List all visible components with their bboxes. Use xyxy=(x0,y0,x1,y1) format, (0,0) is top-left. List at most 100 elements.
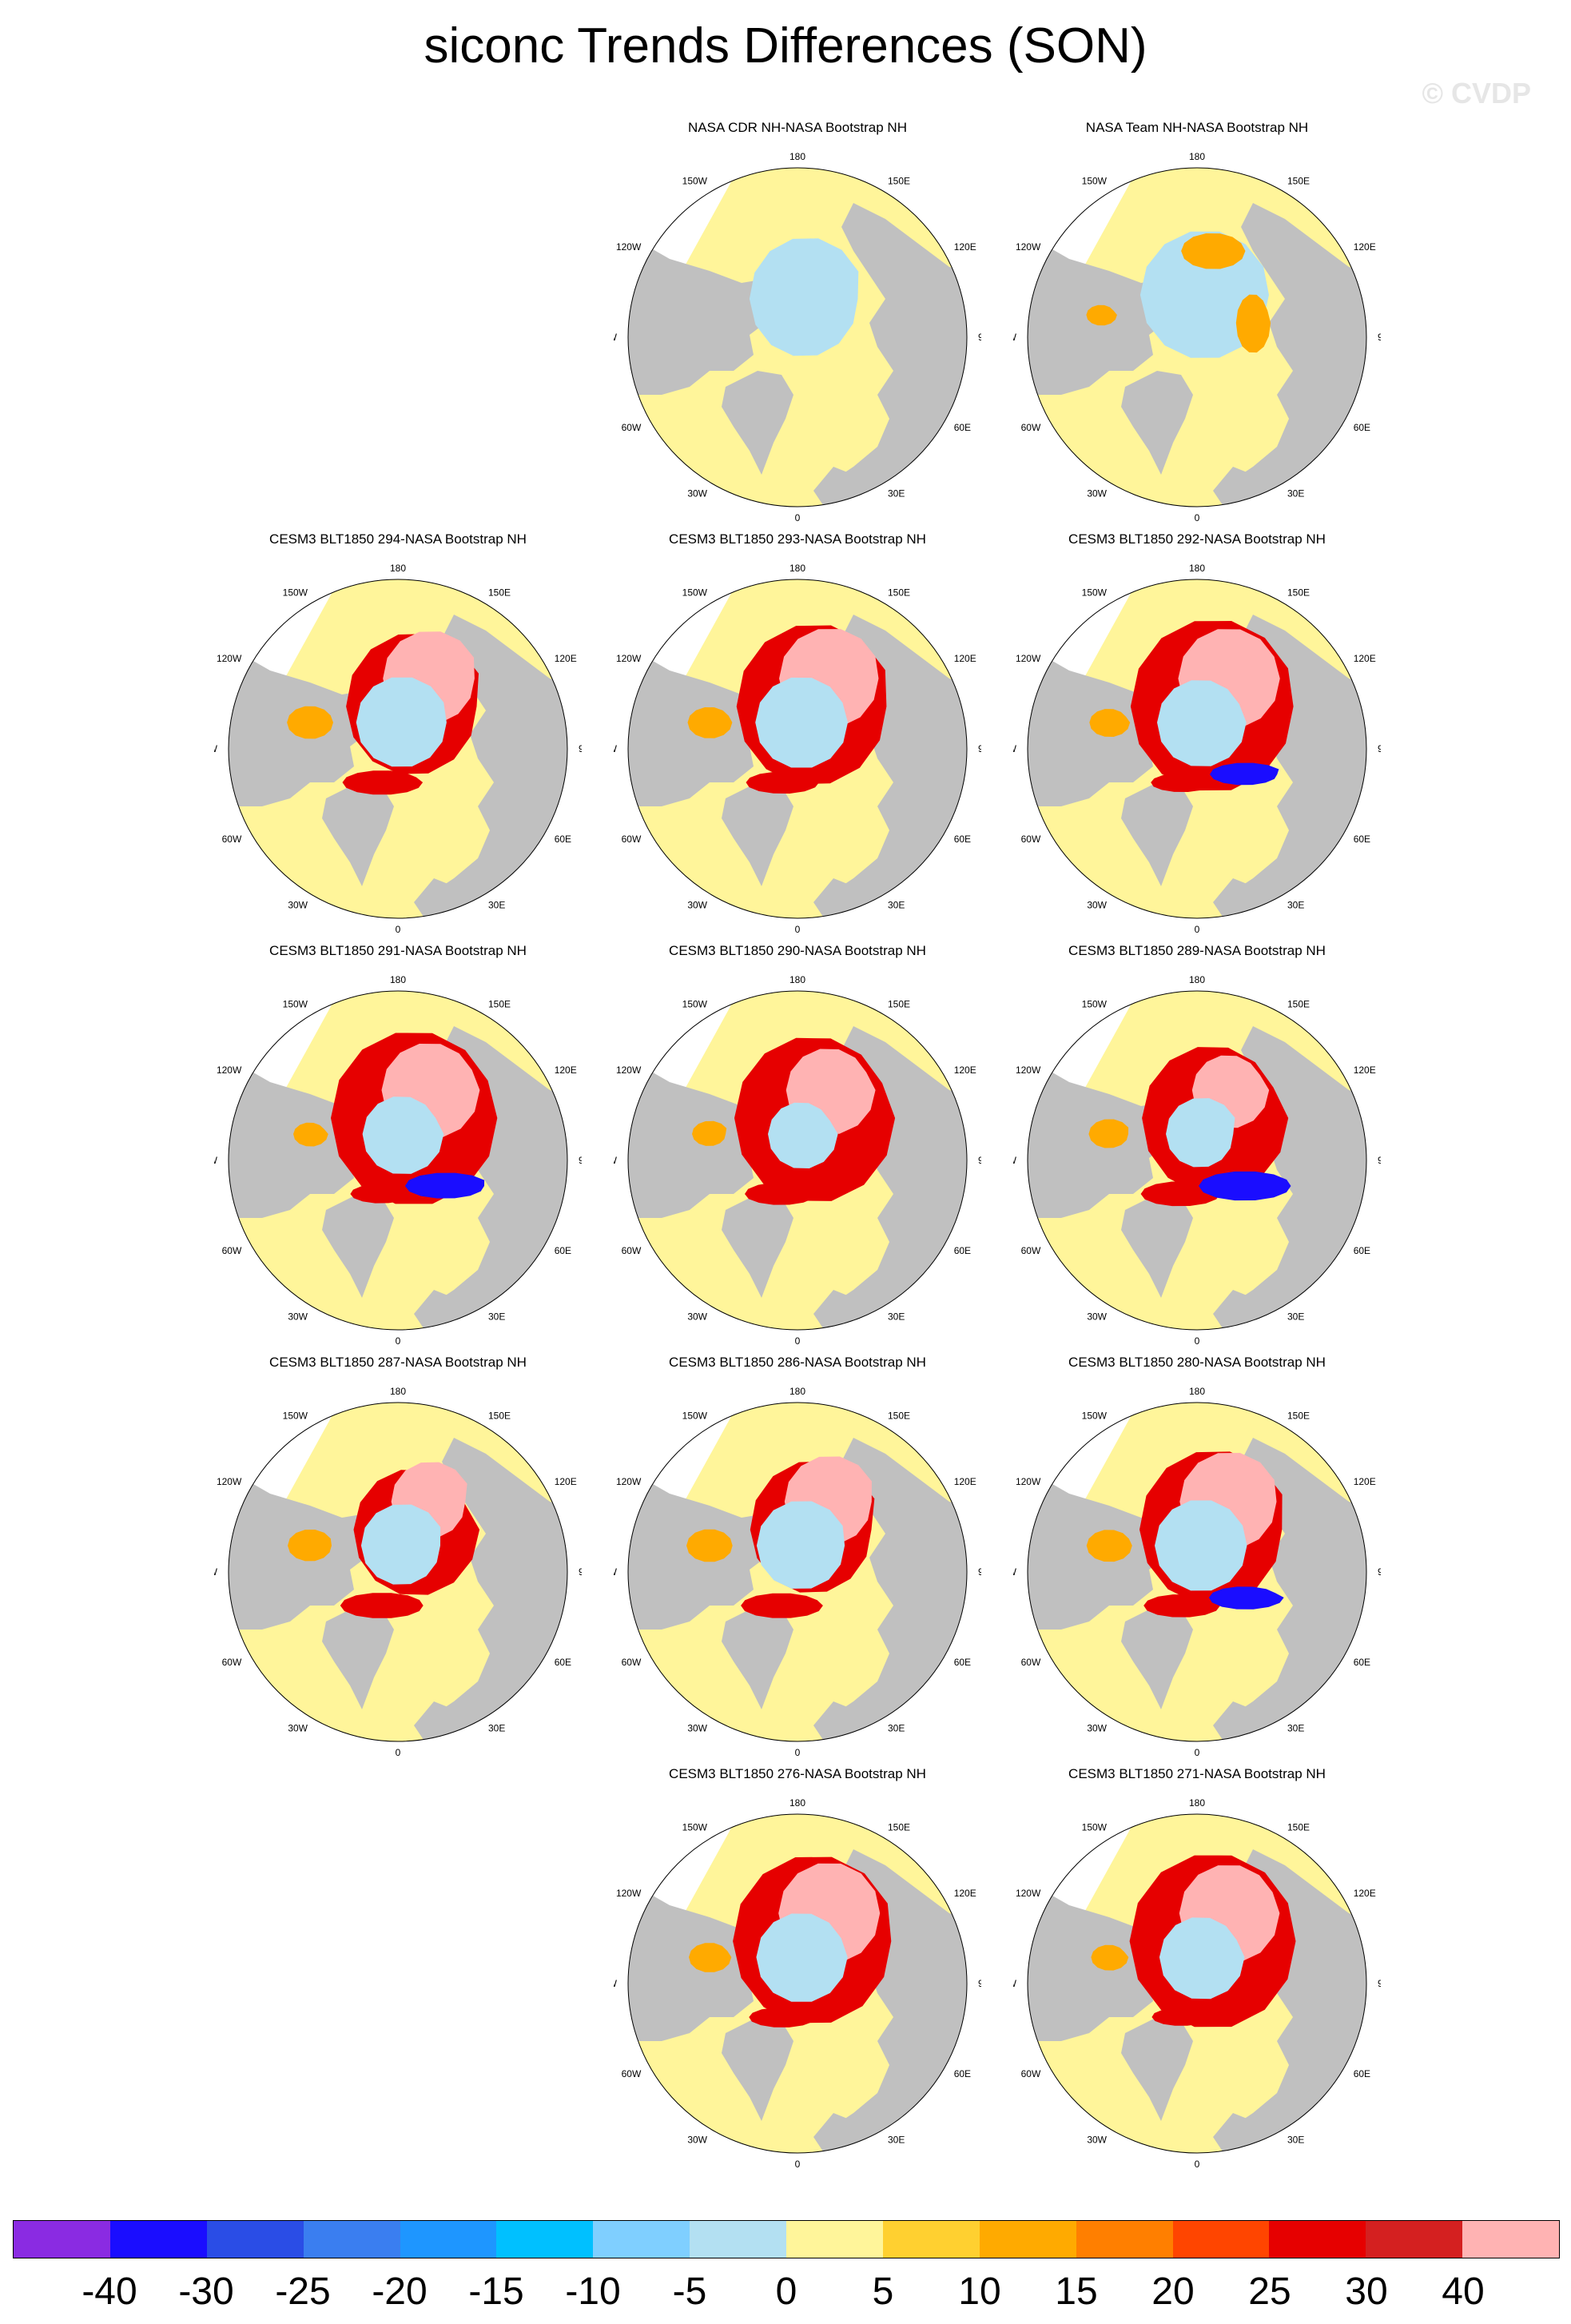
anomaly-region xyxy=(1091,1944,1129,1971)
lon-label: 90W xyxy=(214,743,218,754)
globe-outline xyxy=(1027,1813,1367,2154)
anomaly-region xyxy=(1089,709,1131,737)
lon-label: 120E xyxy=(954,1888,976,1899)
lon-label: 60W xyxy=(622,834,642,845)
colorbar-tick-label: -10 xyxy=(565,2270,621,2313)
anomaly-region xyxy=(749,2008,817,2028)
lon-label: 0 xyxy=(795,924,801,935)
lon-label: 60E xyxy=(954,2068,971,2079)
lon-label: 180 xyxy=(1189,563,1205,574)
lon-label: 60W xyxy=(622,1657,642,1668)
lon-label: 120W xyxy=(616,1888,642,1899)
lon-label: 60E xyxy=(954,1245,971,1256)
land-greenland xyxy=(722,1606,793,1709)
anomaly-region xyxy=(692,1120,727,1146)
anomaly-region xyxy=(1088,1119,1129,1148)
anomaly-region xyxy=(287,706,333,739)
anomaly-region xyxy=(1181,233,1246,269)
lon-label: 90W xyxy=(214,1155,218,1166)
panel-title: CESM3 BLT1850 289-NASA Bootstrap NH xyxy=(1068,943,1326,958)
anomaly-region xyxy=(1157,680,1247,766)
colorbar-box xyxy=(1269,2221,1366,2258)
panel-title: CESM3 BLT1850 276-NASA Bootstrap NH xyxy=(669,1766,926,1781)
colorbar-tick-label: -40 xyxy=(82,2270,137,2313)
colorbar-tick-label: -20 xyxy=(372,2270,428,2313)
land-greenland xyxy=(322,1606,394,1709)
lon-label: 120E xyxy=(954,241,976,253)
lon-label: 120E xyxy=(1354,241,1376,253)
lon-label: 120E xyxy=(555,653,577,664)
colorbar-box xyxy=(109,2221,207,2258)
land-greenland xyxy=(322,1194,394,1298)
lon-label: 60E xyxy=(555,834,571,845)
panel-title: CESM3 BLT1850 271-NASA Bootstrap NH xyxy=(1068,1766,1326,1781)
panel-title: CESM3 BLT1850 286-NASA Bootstrap NH xyxy=(669,1355,926,1370)
polar-map: 180 150E 120E 90E 60E 30E 0 30W 60W 90W 120W 150W xyxy=(1013,1386,1381,1758)
lon-label: 150W xyxy=(1082,175,1108,186)
lon-label: 0 xyxy=(1195,512,1200,523)
polar-map: 180 150E 120E 90E 60E 30E 0 30W 60W 90W 120W 150W xyxy=(214,563,582,935)
lon-label: 60W xyxy=(1021,422,1041,433)
colorbar-box xyxy=(303,2221,400,2258)
land-greenland xyxy=(722,371,793,475)
map-panel: CESM3 BLT1850 291-NASA Bootstrap NH 180 15… xyxy=(214,943,582,1359)
lon-label: 120E xyxy=(1354,653,1376,664)
anomaly-region xyxy=(404,1172,485,1199)
polar-map: 180 150E 120E 90E 60E 30E 0 30W 60W 90W 120W 150W xyxy=(1013,151,1381,523)
lon-label: 90E xyxy=(978,1155,981,1166)
anomaly-region xyxy=(1166,1098,1235,1168)
lon-label: 90E xyxy=(978,332,981,343)
lon-label: 30E xyxy=(1287,1723,1304,1734)
lon-label: 150E xyxy=(1287,175,1310,186)
lon-label: 150W xyxy=(1082,587,1108,598)
polar-map: 180 150E 120E 90E 60E 30E 0 30W 60W 90W 120W 150W xyxy=(1013,563,1381,935)
land-greenland xyxy=(322,782,394,886)
anomaly-region xyxy=(1086,1530,1132,1562)
lon-label: 30E xyxy=(1287,2135,1304,2146)
lon-label: 90E xyxy=(579,1566,582,1578)
lon-label: 150W xyxy=(1082,1410,1108,1421)
polar-map: 180 150E 120E 90E 60E 30E 0 30W 60W 90W 120W 150W xyxy=(214,974,582,1347)
lon-label: 150W xyxy=(682,1821,708,1833)
colorbar-tick-label: -15 xyxy=(468,2270,524,2313)
map-panel: CESM3 BLT1850 290-NASA Bootstrap NH 180 15… xyxy=(614,943,981,1359)
land-north-america xyxy=(628,227,778,395)
lon-label: 90W xyxy=(1013,1978,1017,1989)
lon-label: 30W xyxy=(1087,488,1107,499)
anomaly-region xyxy=(1159,1917,1245,2000)
anomaly-region xyxy=(1151,774,1214,792)
lon-label: 30E xyxy=(488,900,505,911)
globe-outline xyxy=(627,990,968,1331)
colorbar xyxy=(13,2220,1560,2258)
lon-label: 180 xyxy=(390,974,406,985)
anomaly-region xyxy=(741,1593,823,1618)
colorbar-box xyxy=(882,2221,980,2258)
lon-label: 90E xyxy=(978,743,981,754)
panel-title: CESM3 BLT1850 292-NASA Bootstrap NH xyxy=(1068,531,1326,547)
lon-label: 90W xyxy=(1013,1566,1017,1578)
lon-label: 180 xyxy=(789,1797,805,1809)
anomaly-region xyxy=(1210,762,1279,786)
lon-label: 90W xyxy=(614,1978,618,1989)
globe-outline xyxy=(1027,990,1367,1331)
lon-label: 90W xyxy=(614,743,618,754)
lon-label: 30W xyxy=(288,1311,308,1323)
lon-label: 120W xyxy=(1016,1476,1041,1487)
lon-label: 30E xyxy=(488,1723,505,1734)
lon-label: 30E xyxy=(888,900,905,911)
lon-label: 30E xyxy=(888,1311,905,1323)
globe-outline xyxy=(627,1813,968,2154)
polar-map: 180 150E 120E 90E 60E 30E 0 30W 60W 90W 120W 150W xyxy=(614,563,981,935)
panel-title: CESM3 BLT1850 290-NASA Bootstrap NH xyxy=(669,943,926,958)
polar-map: 180 150E 120E 90E 60E 30E 0 30W 60W 90W 120W 150W xyxy=(614,974,981,1347)
land-greenland xyxy=(722,2017,793,2121)
map-panel: NASA CDR NH-NASA Bootstrap NH 180 150E 120E… xyxy=(614,120,981,535)
anomaly-region xyxy=(1155,1500,1247,1591)
lon-label: 120W xyxy=(1016,1888,1041,1899)
lon-label: 0 xyxy=(1195,1747,1200,1758)
lon-label: 0 xyxy=(1195,1335,1200,1347)
lon-label: 30W xyxy=(288,900,308,911)
globe-outline xyxy=(1027,579,1367,919)
lon-label: 180 xyxy=(789,563,805,574)
lon-label: 60E xyxy=(1354,422,1370,433)
